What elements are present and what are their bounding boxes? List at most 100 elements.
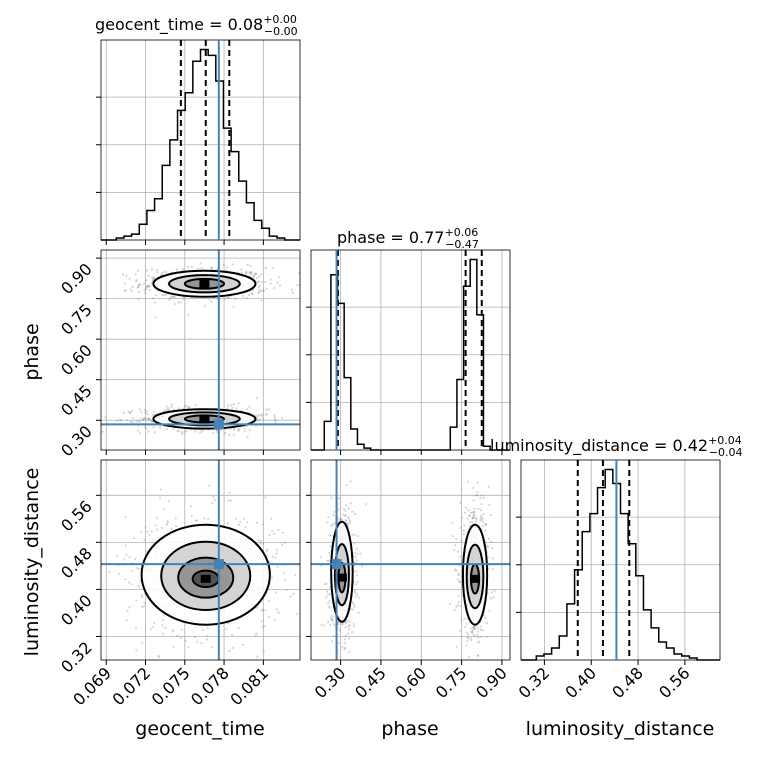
sample-point — [257, 280, 260, 283]
sample-point — [459, 501, 462, 505]
sample-point — [256, 606, 259, 609]
sample-point — [208, 484, 211, 487]
sample-point — [206, 634, 209, 637]
sample-point — [356, 594, 359, 597]
sample-point — [138, 586, 141, 589]
sample-point — [184, 430, 187, 433]
sample-point — [328, 599, 331, 602]
sample-point — [286, 588, 289, 592]
sample-point — [457, 594, 460, 598]
sample-point — [155, 528, 158, 531]
sample-point — [115, 419, 119, 422]
sample-point — [153, 431, 156, 434]
sample-point — [201, 628, 205, 632]
sample-point — [180, 628, 183, 631]
sample-point — [487, 537, 491, 540]
sample-point — [240, 268, 243, 271]
sample-point — [130, 409, 134, 413]
sample-point — [145, 279, 148, 282]
sample-point — [222, 263, 225, 267]
sample-point — [267, 615, 270, 618]
truth-marker — [213, 559, 224, 570]
sample-point — [486, 545, 490, 548]
sample-point — [85, 581, 87, 583]
sample-point — [256, 655, 259, 658]
sample-point — [485, 544, 489, 547]
sample-point — [451, 535, 454, 538]
sample-point — [248, 270, 251, 274]
sample-point — [337, 642, 340, 645]
sample-point — [196, 267, 199, 271]
sample-point — [267, 599, 270, 603]
sample-point — [273, 416, 277, 419]
sample-point — [215, 430, 219, 433]
sample-point — [327, 621, 330, 624]
sample-point — [474, 516, 477, 519]
sample-point — [184, 639, 187, 642]
sample-point — [174, 524, 178, 528]
sample-point — [140, 411, 143, 414]
sample-point — [147, 274, 150, 277]
sample-point — [343, 514, 346, 517]
sample-point — [264, 413, 267, 416]
title-geocent-time: geocent_time = 0.08+0.00 −0.00 — [95, 13, 298, 38]
sample-point — [142, 418, 146, 421]
sample-point — [273, 419, 276, 422]
sample-point — [260, 620, 263, 623]
sample-point — [245, 425, 248, 428]
sample-point — [357, 534, 360, 538]
contour-line — [152, 408, 257, 430]
sample-point — [125, 274, 128, 277]
sample-point — [353, 551, 356, 555]
sample-point — [488, 503, 491, 507]
sample-point — [479, 514, 483, 517]
sample-point — [146, 530, 149, 533]
x-tick-label: 0.40 — [561, 663, 600, 702]
density-peak — [200, 574, 211, 583]
sample-point — [232, 433, 235, 436]
sample-point — [354, 533, 357, 536]
sample-point — [265, 550, 268, 553]
sample-point — [249, 290, 252, 293]
sample-point — [167, 407, 170, 410]
sample-point — [472, 634, 476, 637]
sample-point — [251, 271, 254, 274]
sample-point — [326, 521, 329, 524]
sample-point — [139, 283, 142, 286]
sample-point — [479, 496, 482, 500]
sample-point — [252, 274, 255, 277]
sample-point — [148, 285, 151, 288]
panel-frame — [100, 39, 301, 241]
contour-line — [333, 543, 350, 607]
sample-point — [150, 420, 153, 423]
sample-point — [262, 417, 265, 421]
sample-point — [361, 565, 364, 568]
sample-point — [254, 272, 257, 275]
sample-point — [459, 555, 462, 558]
sample-point — [454, 544, 457, 547]
sample-point — [137, 297, 140, 301]
sample-point — [476, 494, 479, 497]
sample-point — [177, 430, 180, 433]
density-peak — [470, 574, 481, 583]
sample-point — [256, 276, 259, 280]
sample-point — [481, 517, 484, 521]
y-tick-label: 0.60 — [57, 341, 96, 380]
sample-point — [265, 412, 268, 415]
sample-point — [210, 300, 213, 303]
sample-point — [223, 297, 226, 301]
sample-point — [143, 604, 146, 608]
sample-point — [129, 288, 132, 291]
sample-point — [245, 270, 248, 273]
sample-point — [489, 513, 492, 517]
sample-point — [146, 285, 150, 288]
sample-point — [331, 619, 334, 622]
sample-point — [480, 509, 483, 512]
sample-point — [123, 282, 126, 285]
sample-point — [199, 431, 202, 434]
sample-point — [295, 613, 298, 616]
sample-point — [473, 511, 476, 514]
sample-point — [458, 629, 462, 632]
sample-point — [448, 602, 452, 605]
sample-point — [147, 417, 151, 420]
